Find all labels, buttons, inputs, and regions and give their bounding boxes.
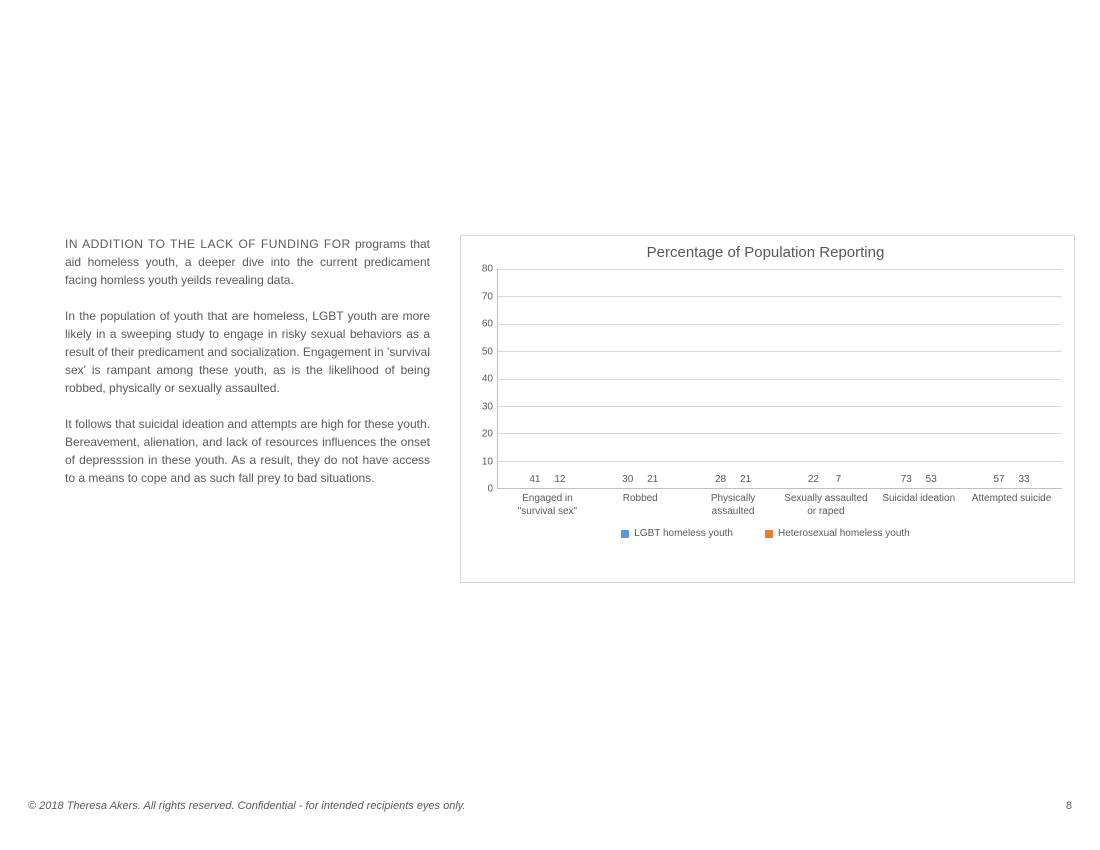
page-footer: © 2018 Theresa Akers. All rights reserve… — [28, 800, 1072, 812]
y-tick: 50 — [482, 346, 493, 357]
bar-value-label: 22 — [808, 474, 819, 485]
chart-legend: LGBT homeless youth Heterosexual homeless… — [469, 528, 1062, 539]
paragraph-1-intro: IN ADDITION TO THE LACK OF FUNDING FOR — [65, 237, 351, 251]
bar-chart: Percentage of Population Reporting 0 10 20… — [460, 235, 1075, 583]
bar-value-label: 53 — [926, 474, 937, 485]
legend-label: Heterosexual homeless youth — [778, 528, 910, 539]
y-tick: 30 — [482, 401, 493, 412]
bar-value-label: 28 — [715, 474, 726, 485]
bar-value-label: 73 — [901, 474, 912, 485]
y-tick: 20 — [482, 429, 493, 440]
y-tick: 40 — [482, 374, 493, 385]
bar-value-label: 21 — [740, 474, 751, 485]
x-axis-label: Sexually assaulted or raped — [779, 493, 872, 518]
body-text-column: IN ADDITION TO THE LACK OF FUNDING FOR p… — [65, 235, 430, 583]
bar-value-label: 21 — [647, 474, 658, 485]
bar-value-label: 33 — [1018, 474, 1029, 485]
x-axis-label: Attempted suicide — [965, 493, 1058, 518]
legend-item: Heterosexual homeless youth — [765, 528, 910, 539]
page-number: 8 — [1066, 800, 1072, 812]
bar-value-label: 57 — [993, 474, 1004, 485]
x-axis-label: Suicidal ideation — [872, 493, 965, 518]
paragraph-3: It follows that suicidal ideation and at… — [65, 415, 430, 487]
y-tick: 10 — [482, 456, 493, 467]
chart-bars: 41 12 30 21 28 21 22 7 73 53 57 33 — [497, 269, 1062, 489]
legend-swatch — [765, 530, 773, 538]
y-tick: 60 — [482, 319, 493, 330]
bar-value-label: 7 — [836, 474, 842, 485]
y-tick: 70 — [482, 291, 493, 302]
legend-label: LGBT homeless youth — [634, 528, 733, 539]
chart-title: Percentage of Population Reporting — [469, 244, 1062, 261]
x-axis-label: Robbed — [594, 493, 687, 518]
legend-swatch — [621, 530, 629, 538]
chart-plot-area: 01020304050607080 4112302128212277353573… — [497, 269, 1062, 489]
x-axis-label: Engaged in "survival sex" — [501, 493, 594, 518]
bar-value-label: 30 — [622, 474, 633, 485]
bar-value-label: 41 — [529, 474, 540, 485]
footer-copyright: © 2018 Theresa Akers. All rights reserve… — [28, 800, 466, 812]
paragraph-1: IN ADDITION TO THE LACK OF FUNDING FOR p… — [65, 235, 430, 289]
y-tick: 80 — [482, 264, 493, 275]
bar-value-label: 12 — [554, 474, 565, 485]
page-content: IN ADDITION TO THE LACK OF FUNDING FOR p… — [65, 235, 1075, 583]
chart-x-axis: Engaged in "survival sex"RobbedPhysicall… — [497, 489, 1062, 518]
paragraph-2: In the population of youth that are home… — [65, 307, 430, 397]
x-axis-label: Physically assaulted — [687, 493, 780, 518]
legend-item: LGBT homeless youth — [621, 528, 733, 539]
chart-y-axis: 01020304050607080 — [469, 269, 495, 489]
y-tick: 0 — [487, 484, 493, 495]
